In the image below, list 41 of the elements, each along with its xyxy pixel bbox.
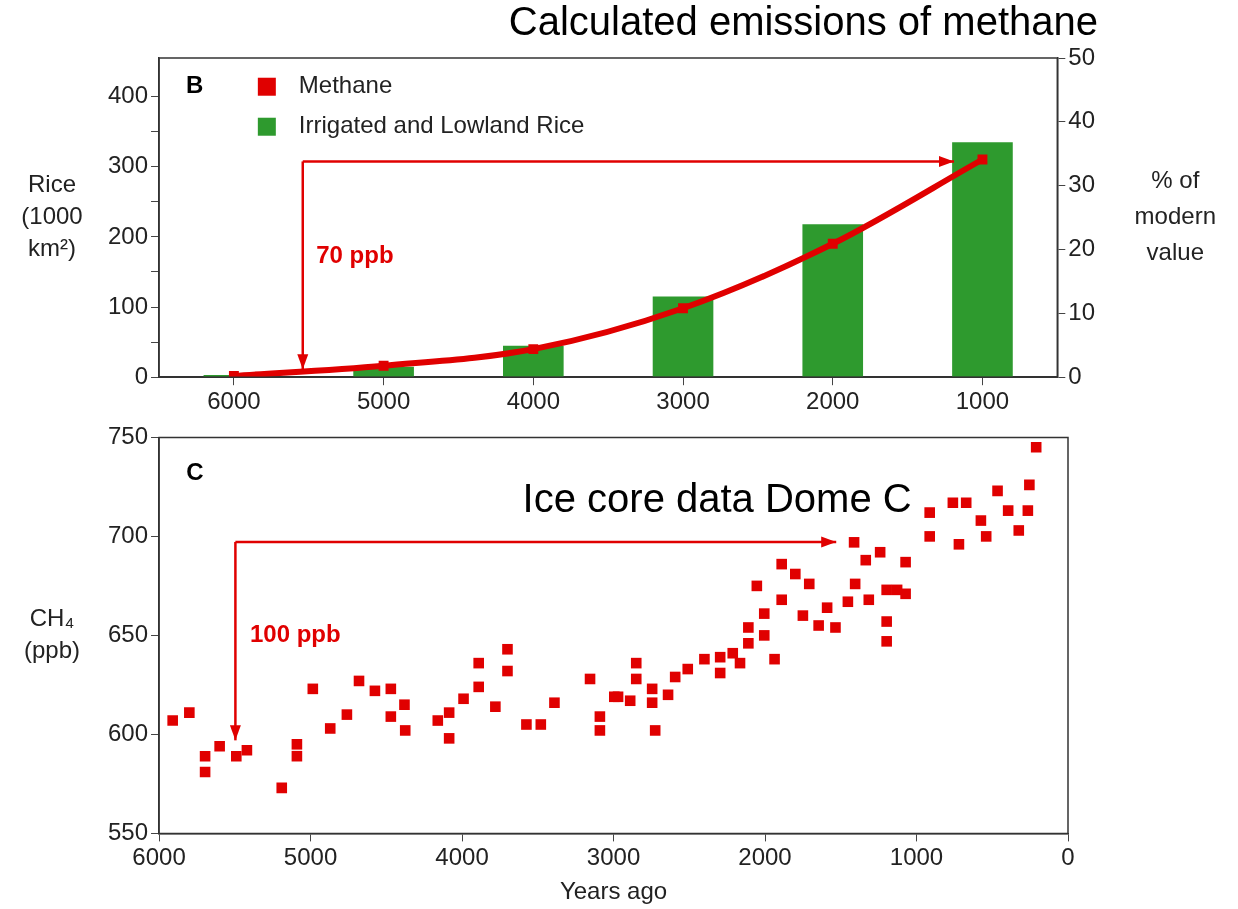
annotation: 70 ppb [316,240,394,268]
y-tick-label: 750 [108,422,149,450]
x-tick-label: 1000 [889,843,944,871]
y-tick-label: 700 [108,521,149,549]
y-tick-label: 600 [108,719,149,747]
y-tick-label: 100 [108,291,149,319]
y-axis-title: CH₄ (ppb) [23,604,81,664]
y2-tick-label: 10 [1068,297,1096,325]
legend-label: Methane [298,71,393,99]
y2-tick-label: 20 [1068,234,1096,262]
y-tick-label: 650 [108,620,149,648]
y-tick-label: 300 [108,151,149,179]
annotation: 100 ppb [249,620,341,648]
x-tick-label: 5000 [283,843,338,871]
x-tick-label: 6000 [207,387,261,415]
x-tick-label: 2000 [738,843,792,871]
y-tick-label: 200 [108,221,149,249]
y-tick-label: 400 [108,81,149,109]
x-tick-label: 4000 [506,387,561,415]
chart-title: Calculated emissions of methane [508,0,1098,44]
x-tick-label: 2000 [806,387,860,415]
y2-axis-title: % of modern value [1134,166,1216,266]
x-axis-title: Years ago [559,877,668,905]
x-tick-label: 6000 [132,843,186,871]
x-tick-label: 4000 [435,843,489,871]
y-tick-label: 550 [108,818,149,846]
x-tick-label: 3000 [656,387,710,415]
legend-label: Irrigated and Lowland Rice [298,111,585,139]
y-tick-label: 0 [134,361,149,389]
y2-tick-label: 50 [1068,42,1096,70]
x-tick-label: 1000 [955,387,1010,415]
annotation: C [186,457,204,485]
text: Ice core data Dome C [522,475,912,520]
y2-tick-label: 30 [1068,170,1096,198]
x-tick-label: 5000 [356,387,411,415]
y-axis-title: Rice (1000 km²) [21,170,83,262]
x-tick-label: 0 [1061,843,1075,871]
y2-tick-label: 0 [1068,361,1082,389]
annotation: B [185,71,204,99]
y2-tick-label: 40 [1068,106,1096,134]
x-tick-label: 3000 [586,843,641,871]
